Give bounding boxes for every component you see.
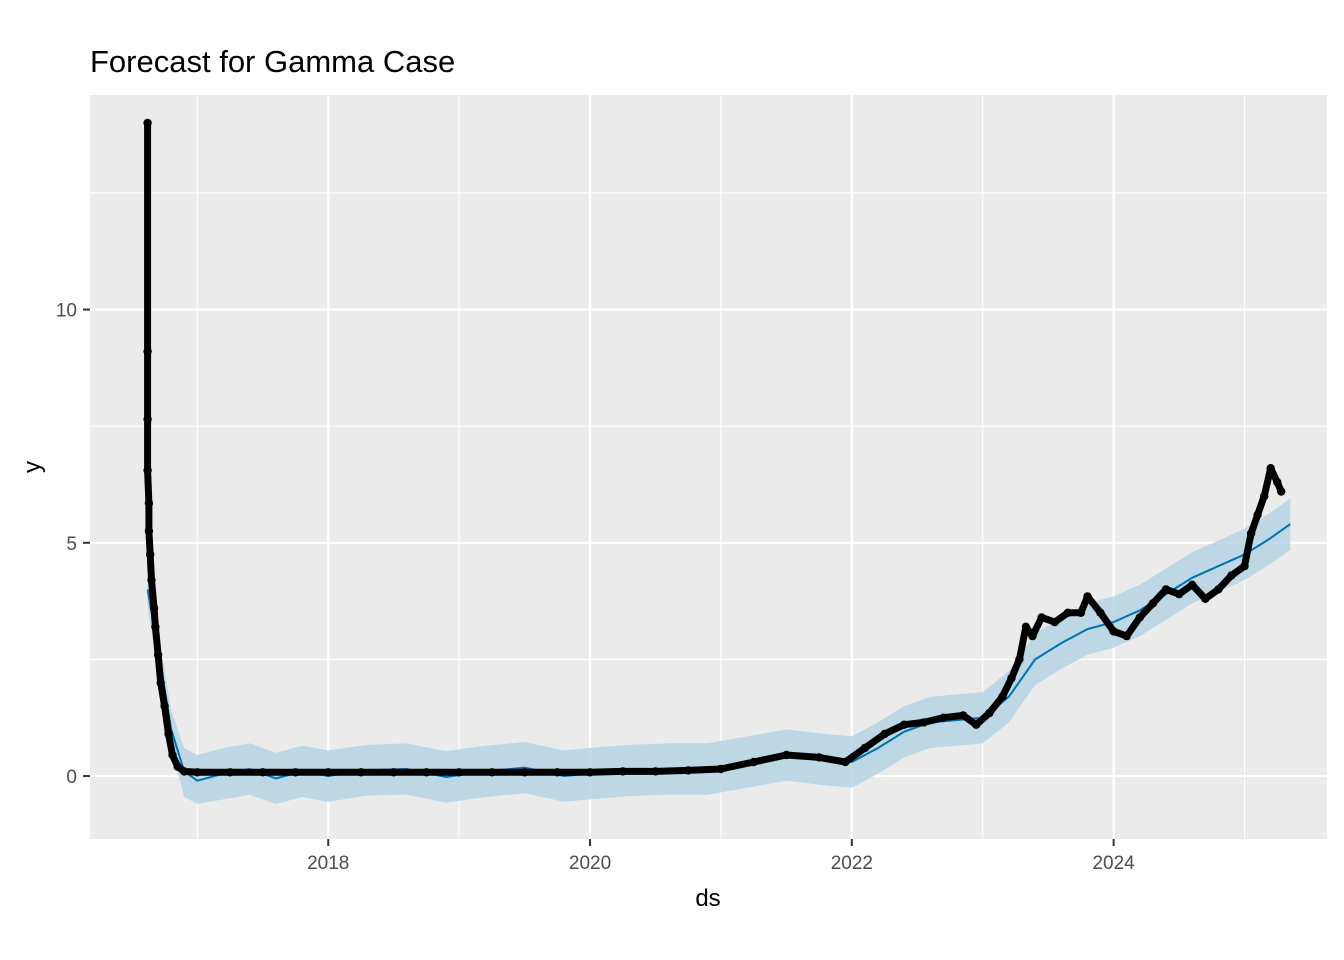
observed-point bbox=[1240, 561, 1249, 571]
observed-point bbox=[618, 767, 627, 776]
observed-point bbox=[900, 720, 909, 729]
observed-point bbox=[1174, 589, 1184, 599]
observed-point bbox=[164, 729, 173, 739]
observed-point bbox=[487, 768, 497, 777]
observed-point bbox=[1246, 529, 1256, 538]
observed-point bbox=[173, 762, 182, 771]
tick-labels: 2018 2020 2022 2024 0 5 10 bbox=[56, 301, 1135, 874]
observed-point bbox=[782, 750, 791, 760]
y-tick-label: 5 bbox=[66, 534, 77, 555]
observed-point bbox=[1253, 510, 1262, 519]
y-tick-label: 10 bbox=[56, 301, 77, 322]
observed-point bbox=[143, 415, 152, 424]
axis-ticks bbox=[83, 308, 1115, 846]
observed-point bbox=[324, 768, 333, 777]
observed-point bbox=[749, 757, 758, 767]
observed-point bbox=[147, 575, 156, 585]
observed-point bbox=[1076, 608, 1086, 617]
observed-point bbox=[356, 768, 366, 777]
x-tick-label: 2018 bbox=[307, 853, 349, 874]
observed-point bbox=[143, 347, 152, 356]
major-gridlines bbox=[90, 95, 1327, 839]
observed-point bbox=[958, 711, 968, 720]
observed-point bbox=[258, 768, 267, 777]
observed-point bbox=[651, 767, 660, 776]
observed-point bbox=[814, 753, 824, 762]
observed-point bbox=[553, 768, 562, 777]
observed-point bbox=[144, 499, 154, 508]
observed-point bbox=[454, 768, 464, 777]
observed-point bbox=[1148, 599, 1158, 608]
x-tick-label: 2020 bbox=[569, 853, 611, 874]
observed-point bbox=[1260, 492, 1269, 501]
observed-point bbox=[1188, 580, 1197, 589]
observed-point bbox=[860, 743, 870, 753]
observed-point bbox=[1161, 585, 1171, 594]
observed-point bbox=[1096, 608, 1105, 617]
observed-point bbox=[160, 701, 169, 711]
x-axis-title: ds bbox=[695, 885, 720, 912]
observed-point bbox=[149, 603, 159, 613]
y-axis-title: y bbox=[19, 461, 46, 473]
plot-panel bbox=[90, 95, 1327, 839]
observed-point bbox=[143, 118, 152, 128]
observed-point bbox=[1028, 631, 1037, 641]
observed-point bbox=[151, 622, 160, 631]
observed-point bbox=[1109, 627, 1118, 636]
x-tick-label: 2024 bbox=[1092, 853, 1135, 874]
observed-point bbox=[168, 750, 177, 760]
observed-point bbox=[389, 768, 398, 777]
observed-point bbox=[180, 767, 189, 776]
observed-point bbox=[1050, 617, 1059, 627]
observed-point bbox=[193, 768, 202, 777]
observed-point bbox=[146, 550, 155, 559]
observed-point bbox=[919, 718, 928, 727]
x-tick-label: 2022 bbox=[831, 853, 873, 874]
observed-point bbox=[143, 466, 152, 475]
observed-point bbox=[1015, 655, 1024, 664]
observed-point bbox=[225, 768, 235, 777]
observed-point bbox=[1201, 594, 1210, 603]
observed-point bbox=[585, 768, 595, 777]
observed-point bbox=[291, 768, 300, 777]
observed-point bbox=[1063, 608, 1073, 617]
observed-point bbox=[1135, 613, 1145, 622]
observed-point bbox=[1122, 631, 1131, 641]
observed-point bbox=[153, 650, 163, 659]
observed-point bbox=[1083, 592, 1092, 601]
observed-point bbox=[1214, 585, 1223, 594]
observed-point bbox=[841, 757, 850, 767]
y-tick-label: 0 bbox=[66, 767, 77, 788]
observed-point bbox=[1037, 613, 1046, 622]
observed-point bbox=[1277, 487, 1286, 496]
observed-point bbox=[1227, 571, 1236, 580]
chart-title: Forecast for Gamma Case bbox=[90, 44, 456, 79]
observed-point bbox=[1273, 478, 1282, 487]
observed-point bbox=[939, 713, 948, 722]
observed-point bbox=[716, 764, 726, 774]
observed-point bbox=[880, 729, 889, 739]
observed-point bbox=[684, 766, 693, 775]
observed-point bbox=[520, 768, 529, 777]
observed-point bbox=[1021, 622, 1031, 631]
observed-point bbox=[156, 678, 165, 687]
observed-point bbox=[144, 526, 154, 536]
observed-point bbox=[998, 692, 1007, 701]
observed-points-layer bbox=[143, 118, 1286, 777]
minor-gridlines bbox=[90, 95, 1327, 839]
observed-point bbox=[1266, 464, 1275, 473]
observed-point bbox=[972, 720, 981, 729]
observed-point bbox=[422, 768, 431, 777]
observed-point bbox=[1007, 673, 1016, 683]
observed-point bbox=[985, 708, 994, 718]
